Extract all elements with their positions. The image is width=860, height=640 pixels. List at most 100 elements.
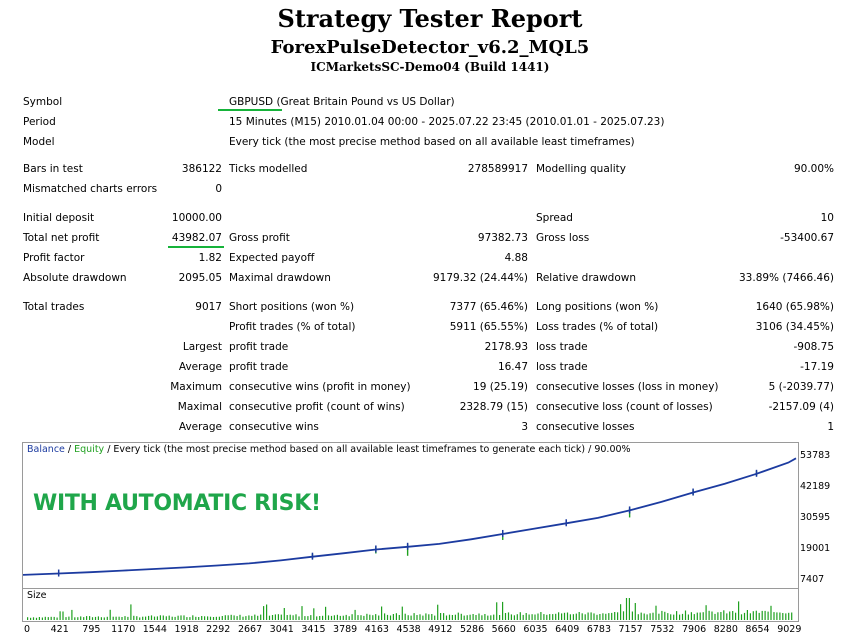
net-profit-highlight	[168, 246, 224, 248]
size-bar	[738, 601, 740, 620]
model-label: Model	[23, 136, 55, 148]
size-bar	[558, 612, 560, 620]
x-tick-label: 6783	[586, 624, 611, 635]
size-bar	[484, 614, 486, 620]
size-bar	[679, 614, 681, 620]
size-bar	[723, 610, 725, 620]
size-bar	[230, 614, 232, 620]
size-bar	[254, 614, 256, 620]
spread-value: 10	[820, 212, 834, 224]
expected-payoff-label: Expected payoff	[229, 252, 315, 264]
size-bar	[667, 613, 669, 620]
size-bar	[472, 614, 474, 620]
size-bar	[38, 617, 40, 620]
size-bar	[670, 614, 672, 620]
maximal-consecutive-loss-label: consecutive loss (count of losses)	[536, 401, 713, 413]
deposit-label: Initial deposit	[23, 212, 95, 224]
loss-trades-value: 3106 (34.45%)	[755, 321, 834, 333]
size-bar	[566, 612, 569, 620]
size-bar	[198, 617, 200, 620]
x-tick-label: 7532	[650, 624, 675, 635]
size-bar	[561, 613, 563, 620]
size-bar	[136, 616, 138, 620]
average-loss-label: loss trade	[536, 361, 588, 373]
size-bar	[304, 616, 306, 620]
size-bar	[428, 614, 430, 620]
size-bar	[575, 613, 577, 620]
size-bar	[336, 614, 338, 620]
max-consecutive-wins-value: 19 (25.19)	[473, 381, 528, 393]
size-bar	[145, 616, 147, 620]
size-bar	[563, 612, 566, 620]
mismatch-value: 0	[215, 183, 222, 195]
ticks-label: Ticks modelled	[229, 163, 308, 175]
size-bar	[295, 614, 297, 620]
period-label: Period	[23, 116, 56, 128]
net-profit-label: Total net profit	[23, 232, 100, 244]
size-bar	[41, 617, 43, 620]
size-bar	[681, 613, 684, 620]
size-bar	[755, 610, 757, 620]
x-tick-label: 7157	[618, 624, 643, 635]
size-bar	[782, 613, 784, 620]
size-bar	[354, 609, 356, 620]
size-bar	[327, 615, 330, 620]
size-bar	[729, 611, 731, 620]
balance-chart-svg	[23, 457, 797, 577]
chart-legend: Balance / Equity / Every tick (the most …	[27, 444, 631, 455]
x-tick-label: 2292	[206, 624, 231, 635]
size-bar	[726, 613, 728, 620]
size-bar	[537, 613, 539, 620]
size-bar	[62, 611, 64, 620]
size-bar	[516, 614, 518, 620]
size-bar	[207, 616, 209, 620]
symbol-label: Symbol	[23, 96, 63, 108]
size-bar	[342, 615, 344, 620]
size-bar	[437, 604, 439, 620]
size-bar	[260, 614, 262, 620]
size-bar	[549, 614, 551, 620]
size-bar	[593, 613, 595, 620]
size-bar	[156, 616, 158, 620]
deposit-value: 10000.00	[171, 212, 222, 224]
size-bar	[103, 617, 105, 620]
long-positions-label: Long positions (won %)	[536, 301, 659, 313]
size-bar	[94, 616, 97, 620]
size-bar	[133, 615, 135, 620]
size-bar	[218, 616, 220, 620]
size-bar	[637, 614, 639, 620]
maximal-drawdown-label: Maximal drawdown	[229, 272, 331, 284]
size-bar	[115, 616, 117, 620]
size-bar	[177, 615, 179, 620]
size-bar	[53, 616, 55, 620]
size-bar	[392, 614, 394, 620]
size-bar	[404, 613, 406, 620]
size-bar	[372, 615, 374, 620]
size-bar	[711, 611, 713, 620]
y-tick-label: 19001	[800, 543, 831, 554]
size-bar	[71, 609, 73, 620]
size-bar	[625, 598, 628, 620]
largest-label: Largest	[182, 341, 222, 353]
symbol-highlight	[218, 109, 282, 111]
average-consecutive-losses-label: consecutive losses	[536, 421, 635, 433]
size-bar	[687, 614, 689, 620]
x-tick-label: 4163	[364, 624, 389, 635]
size-bar	[339, 615, 341, 620]
size-bar	[720, 612, 722, 620]
size-bar	[345, 614, 347, 620]
size-bar	[416, 615, 418, 620]
size-bar	[622, 611, 625, 620]
x-tick-label: 1170	[111, 624, 136, 635]
size-bar	[68, 616, 70, 620]
gross-loss-value: -53400.67	[780, 232, 834, 244]
mismatch-label: Mismatched charts errors	[23, 183, 158, 195]
size-bar	[504, 613, 507, 620]
size-bar	[192, 615, 194, 620]
size-bar	[77, 617, 79, 620]
x-tick-label: 2667	[237, 624, 263, 635]
size-bar	[139, 617, 141, 620]
size-bar	[239, 614, 241, 620]
max-consecutive-losses-label: consecutive losses (loss in money)	[536, 381, 719, 393]
size-bar	[301, 606, 303, 620]
